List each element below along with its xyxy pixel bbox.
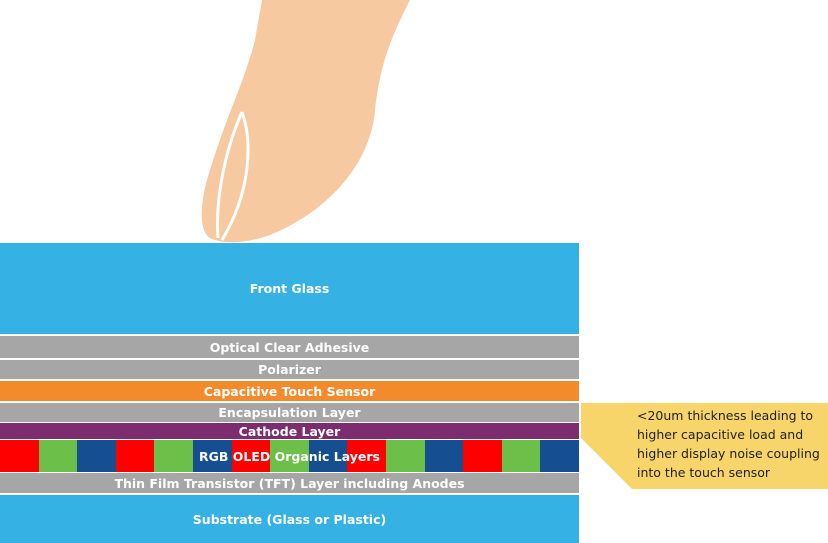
layer-label: Polarizer <box>258 362 321 377</box>
subpixel <box>385 440 425 472</box>
layer-label: Substrate (Glass or Plastic) <box>192 511 387 527</box>
callout-text: <20um thickness leading to higher capaci… <box>637 408 820 480</box>
subpixel <box>540 440 579 472</box>
rgb-oled-layers-layer: RGB OLED Organic Layers <box>0 440 579 472</box>
subpixel <box>38 440 78 472</box>
layer-label: RGB OLED Organic Layers <box>199 448 380 464</box>
subpixel <box>193 440 232 472</box>
layer-label: Capacitive Touch Sensor <box>203 383 376 399</box>
subpixel <box>501 440 541 472</box>
subpixel <box>463 440 502 472</box>
layer-label: Cathode Layer <box>238 423 341 439</box>
subpixel <box>231 440 271 472</box>
front-glass-layer: Front Glass <box>0 243 579 334</box>
subpixel <box>77 440 116 472</box>
layer-label: Thin Film Transistor (TFT) Layer includi… <box>114 475 465 491</box>
tft-layer-layer: Thin Film Transistor (TFT) Layer includi… <box>0 473 579 493</box>
cathode-layer-layer: Cathode Layer <box>0 423 579 439</box>
subpixel <box>308 440 348 472</box>
finger <box>201 0 410 243</box>
layer-label: Optical Clear Adhesive <box>209 339 370 355</box>
subpixel <box>347 440 386 472</box>
subpixel <box>0 440 39 472</box>
polarizer-layer: Polarizer <box>0 360 579 379</box>
optical-clear-adhesive-layer: Optical Clear Adhesive <box>0 336 579 358</box>
subpixel <box>154 440 194 472</box>
subpixel <box>424 440 464 472</box>
capacitive-touch-sensor-layer: Capacitive Touch Sensor <box>0 381 579 401</box>
encapsulation-layer-layer: Encapsulation Layer <box>0 403 579 422</box>
fingernail-edge <box>216 111 244 239</box>
finger-illustration <box>201 0 410 243</box>
subpixel <box>115 440 155 472</box>
substrate-layer: Substrate (Glass or Plastic) <box>0 495 579 543</box>
layer-label: Encapsulation Layer <box>218 405 361 420</box>
subpixel <box>270 440 309 472</box>
layer-label: Front Glass <box>249 281 330 296</box>
